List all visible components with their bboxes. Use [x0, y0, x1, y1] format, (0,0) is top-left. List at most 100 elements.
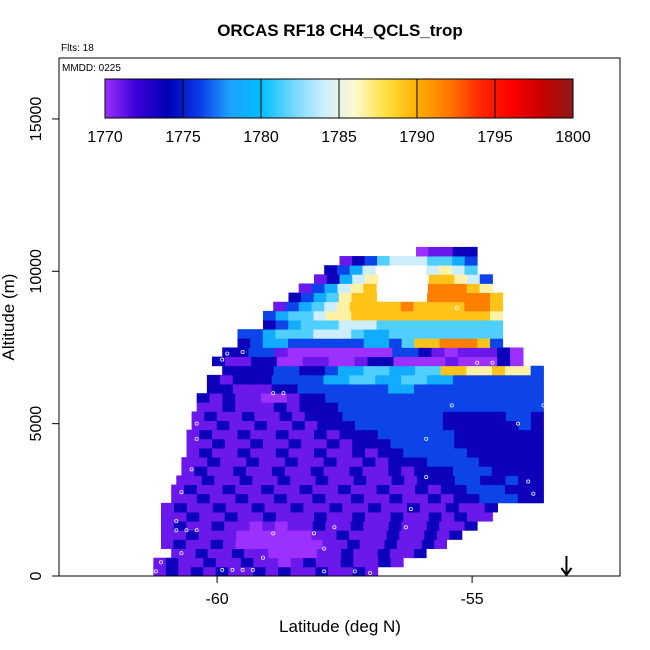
heatmap-cell	[271, 457, 286, 467]
heatmap-cell	[363, 310, 377, 321]
heatmap-cell	[342, 502, 356, 513]
heatmap-cell	[315, 566, 329, 576]
heatmap-cell	[315, 475, 329, 485]
heatmap-cell	[453, 365, 467, 376]
heatmap-cell	[426, 265, 440, 275]
heatmap-cell	[427, 493, 442, 504]
heatmap-cell	[173, 521, 187, 531]
heatmap-cell	[362, 457, 376, 467]
heatmap-cell	[256, 548, 269, 559]
heatmap-cell	[328, 475, 342, 485]
colorbar-ticks: 1770 1775 1780 1785 1790 1795 1800	[87, 79, 591, 146]
heatmap-cell	[247, 539, 261, 549]
heatmap-cell	[359, 539, 373, 549]
heatmap-cell	[402, 365, 416, 376]
heatmap-cell	[288, 338, 302, 348]
heatmap-cell	[212, 502, 227, 513]
heatmap-cell	[389, 256, 403, 266]
heatmap-cell	[314, 274, 328, 284]
sample-point	[184, 528, 189, 533]
heatmap-cell	[184, 493, 198, 504]
heatmap-cell	[185, 539, 199, 549]
heatmap-cell	[452, 338, 466, 348]
heatmap-cell	[171, 493, 185, 504]
heatmap-cell	[297, 374, 311, 385]
heatmap-cell	[275, 310, 289, 321]
heatmap-cell	[278, 566, 291, 576]
heatmap-cell	[440, 466, 454, 476]
heatmap-cell	[479, 493, 493, 504]
heatmap-cell	[275, 448, 289, 458]
heatmap-cell	[439, 374, 454, 385]
x-tick-label: -55	[461, 591, 484, 608]
heatmap-cell	[247, 365, 262, 376]
heatmap-cells	[153, 246, 544, 576]
heatmap-cell	[326, 292, 340, 303]
heatmap-cell	[439, 256, 453, 266]
heatmap-cell	[273, 301, 287, 312]
x-axis-label: Latitude (deg N)	[279, 617, 401, 636]
heatmap-cell	[267, 411, 280, 421]
heatmap-cell	[315, 557, 329, 568]
heatmap-cell	[362, 301, 376, 312]
heatmap-cell	[286, 365, 300, 376]
sample-point	[516, 421, 521, 426]
heatmap-cell	[388, 521, 402, 531]
heatmap-cell	[301, 448, 315, 458]
heatmap-cell	[467, 429, 481, 440]
heatmap-cell	[388, 466, 402, 476]
heatmap-cell	[465, 374, 480, 385]
heatmap-cell	[250, 338, 264, 348]
sample-point	[322, 546, 327, 551]
heatmap-cell	[251, 502, 265, 513]
heatmap-cell	[206, 384, 221, 394]
heatmap-cell	[391, 475, 405, 485]
heatmap-cell	[275, 429, 289, 440]
heatmap-cell	[365, 448, 379, 458]
heatmap-cell	[314, 429, 328, 440]
heatmap-cell	[402, 393, 416, 403]
heatmap-cell	[396, 539, 410, 549]
heatmap-cell	[427, 310, 441, 321]
heatmap-cell	[325, 393, 339, 403]
heatmap-cell	[465, 466, 480, 476]
heatmap-cell	[336, 384, 350, 394]
chart-title: ORCAS RF18 CH4_QCLS_trop	[217, 21, 463, 40]
heatmap-cell	[250, 329, 264, 339]
heatmap-cell	[466, 365, 480, 376]
heatmap-cell	[249, 521, 263, 531]
heatmap-cell	[196, 493, 211, 504]
heatmap-cell	[441, 512, 455, 522]
heatmap-cell	[452, 329, 466, 339]
heatmap-cell	[405, 420, 419, 431]
heatmap-cell	[479, 393, 493, 403]
heatmap-cell	[300, 338, 314, 348]
heatmap-cell	[323, 384, 337, 394]
heatmap-cell	[272, 539, 286, 549]
heatmap-cell	[438, 265, 453, 275]
heatmap-cell	[352, 429, 366, 440]
heatmap-cell	[530, 484, 544, 495]
heatmap-cell	[216, 420, 230, 431]
heatmap-cell	[352, 566, 366, 576]
heatmap-cell	[315, 356, 330, 367]
heatmap-cell	[365, 438, 379, 449]
heatmap-cell	[439, 384, 454, 394]
heatmap-cell	[277, 502, 291, 513]
sample-point	[260, 555, 265, 560]
heatmap-cell	[504, 374, 519, 385]
heatmap-cell	[279, 420, 293, 431]
heatmap-cell	[299, 493, 313, 504]
heatmap-cell	[198, 530, 212, 540]
heatmap-cell	[417, 411, 431, 421]
colorbar-tick-label: 1780	[243, 129, 279, 146]
heatmap-cell	[350, 402, 365, 412]
heatmap-cell	[248, 484, 262, 495]
heatmap-cell	[288, 320, 302, 330]
heatmap-cell	[467, 448, 481, 458]
heatmap-cell	[203, 557, 217, 568]
heatmap-cell	[250, 512, 264, 522]
heatmap-cell	[387, 301, 402, 312]
heatmap-cell	[504, 402, 519, 412]
